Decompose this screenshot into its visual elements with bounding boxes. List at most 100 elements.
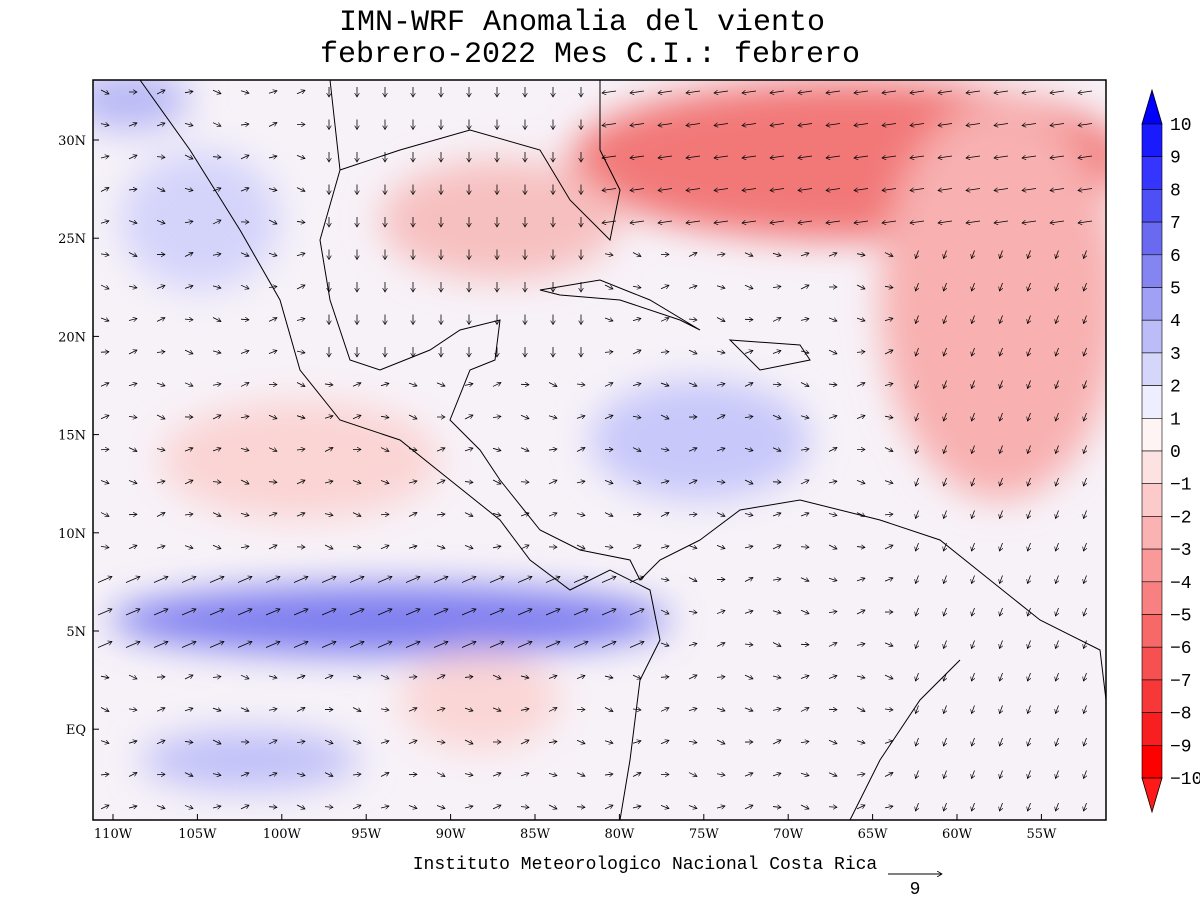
wind-vector [380, 806, 389, 808]
wind-vector [321, 577, 336, 583]
wind-vector [212, 545, 221, 548]
wind-vector [660, 579, 669, 580]
wind-vector [268, 545, 277, 550]
wind-vector [212, 122, 221, 127]
wind-vector [972, 672, 975, 681]
wind-vector [1000, 802, 1003, 811]
wind-vector [296, 253, 305, 256]
wind-vector [972, 770, 975, 779]
wind-vector [128, 674, 137, 679]
wind-vector [660, 318, 669, 322]
wind-vector [296, 155, 305, 158]
wind-vector [156, 90, 165, 95]
wind-vector [660, 352, 669, 353]
colorbar-label: 5 [1170, 280, 1181, 300]
wind-vector [100, 512, 109, 517]
map-frame [92, 79, 1107, 821]
wind-vector [1028, 705, 1031, 714]
wind-vector [688, 448, 697, 451]
wind-vector [1056, 445, 1059, 454]
wind-vector [1084, 607, 1087, 616]
wind-vector [1028, 802, 1031, 811]
wind-vector [1084, 705, 1087, 714]
wind-vector [632, 481, 641, 484]
wind-vector [128, 447, 137, 452]
wind-vector [828, 416, 837, 419]
wind-vector [125, 642, 140, 648]
wind-vector [884, 741, 893, 744]
wind-vector [492, 674, 501, 679]
wind-vector [153, 609, 168, 616]
wind-vector [240, 252, 249, 256]
wind-vector [826, 124, 841, 126]
wind-vector [1000, 380, 1003, 389]
wind-vector [125, 577, 140, 583]
wind-vector [548, 416, 557, 419]
wind-vector [573, 577, 588, 583]
wind-vector [916, 705, 919, 714]
wind-vector [1000, 705, 1003, 714]
wind-vector [1050, 156, 1065, 158]
wind-vector [938, 189, 953, 191]
wind-vector [632, 350, 641, 355]
wind-vector [408, 708, 417, 712]
wind-vector [994, 221, 1009, 223]
wind-vector [100, 89, 109, 94]
wind-vector [128, 480, 137, 483]
wind-vector [128, 806, 137, 808]
wind-vector [1000, 737, 1003, 746]
colorbar-label: −3 [1170, 541, 1192, 561]
wind-vector [380, 416, 389, 417]
wind-vector [212, 739, 221, 744]
wind-vector [296, 513, 305, 516]
wind-vector [380, 383, 389, 385]
lon-label: 85W [520, 827, 551, 842]
wind-vector [716, 806, 725, 808]
wind-vector [545, 642, 560, 648]
wind-vector [156, 708, 165, 712]
wind-vector [268, 447, 277, 452]
wind-vector [296, 319, 305, 321]
wind-vector [1000, 347, 1003, 356]
wind-vector [744, 773, 753, 776]
wind-vector [1022, 189, 1037, 191]
wind-vector [800, 285, 809, 290]
colorbar-box [1141, 417, 1163, 452]
wind-vector [1022, 156, 1037, 158]
wind-vector [492, 708, 501, 711]
wind-vector [520, 482, 529, 483]
wind-vector [632, 383, 641, 385]
wind-vector [916, 250, 919, 259]
wind-vector [744, 708, 753, 711]
wind-vector [856, 644, 865, 646]
wind-vector [209, 609, 224, 616]
wind-vector [856, 415, 865, 418]
wind-vector [884, 383, 893, 385]
wind-vector [604, 254, 613, 256]
wind-vector [1084, 315, 1087, 324]
wind-vector [916, 477, 919, 486]
wind-vector [100, 741, 109, 744]
wind-vector [716, 545, 725, 548]
wind-vector [1000, 607, 1003, 616]
wind-vector [408, 414, 417, 419]
wind-vector [520, 807, 529, 808]
wind-vector [377, 577, 392, 583]
wind-vector [184, 154, 193, 159]
axis-labels: 110W 105W 100W 95W 90W 85W 80W 75W 70W 65W 60W 55W 3… [58, 134, 1057, 842]
wind-vector [716, 739, 725, 744]
wind-vector [268, 482, 277, 483]
wind-vector [128, 741, 137, 743]
wind-vector [156, 546, 165, 548]
wind-vector [1000, 412, 1003, 421]
wind-vector [324, 416, 333, 419]
colorbar-label: 7 [1170, 214, 1181, 234]
wind-vector [296, 90, 305, 95]
wind-vector [800, 773, 809, 775]
wind-vector [688, 708, 697, 710]
wind-vector [1028, 445, 1031, 454]
wind-vector [854, 124, 869, 126]
wind-vector [770, 124, 785, 126]
wind-vector [972, 380, 975, 389]
wind-vector [240, 319, 249, 320]
